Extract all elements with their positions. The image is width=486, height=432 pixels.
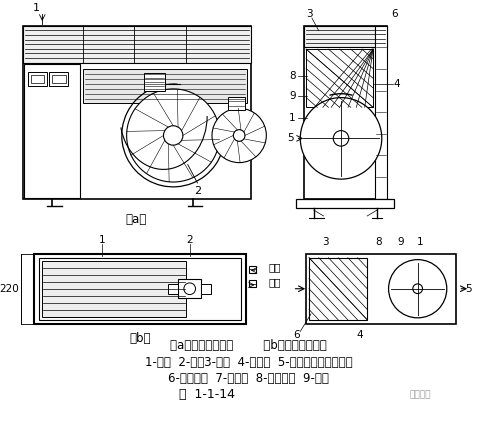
Text: （a）立式风机盘管        （b）卧式风机盘管: （a）立式风机盘管 （b）卧式风机盘管 [171, 340, 327, 353]
Text: 4: 4 [393, 79, 399, 89]
Text: 进水: 进水 [269, 277, 281, 287]
Circle shape [163, 126, 183, 145]
Text: （a）: （a） [126, 213, 147, 226]
Bar [306, 254, 456, 324]
Bar [306, 49, 373, 107]
Bar [249, 280, 256, 287]
Text: 出水: 出水 [269, 262, 281, 273]
Text: 1: 1 [289, 113, 296, 123]
Circle shape [333, 130, 349, 146]
Bar [249, 267, 256, 273]
Text: 6: 6 [391, 9, 398, 19]
Bar [23, 26, 251, 63]
Bar [201, 284, 211, 294]
Bar [375, 26, 387, 199]
Text: 220: 220 [0, 284, 19, 294]
Text: 5: 5 [287, 133, 294, 143]
Bar [144, 73, 165, 91]
Text: 4: 4 [356, 330, 363, 340]
Bar [83, 70, 247, 103]
Text: 9: 9 [398, 237, 404, 247]
Circle shape [212, 108, 266, 162]
Circle shape [413, 284, 422, 294]
Bar [49, 73, 69, 86]
Circle shape [300, 98, 382, 179]
Text: 6-出风格栅  7-控制器  8-吸声材料  9-箱体: 6-出风格栅 7-控制器 8-吸声材料 9-箱体 [169, 372, 330, 385]
Bar [23, 26, 251, 199]
Text: 图  1-1-14: 图 1-1-14 [179, 388, 235, 401]
Text: 3: 3 [306, 9, 312, 19]
Bar [24, 64, 80, 197]
Bar [178, 279, 201, 299]
Text: 1: 1 [99, 235, 105, 245]
Text: 2: 2 [194, 186, 201, 196]
Text: 1: 1 [417, 237, 424, 247]
Text: 1-风机  2-电动3-盘管  4-凝水管  5-循环风进口及过滤器: 1-风机 2-电动3-盘管 4-凝水管 5-循环风进口及过滤器 [145, 356, 353, 369]
Bar [296, 199, 395, 208]
Circle shape [184, 283, 195, 295]
Bar [227, 97, 245, 110]
Bar [304, 26, 387, 199]
Text: 8: 8 [289, 71, 296, 81]
Text: （b）: （b） [129, 332, 151, 345]
Text: 暖通南社: 暖通南社 [410, 390, 432, 399]
Text: 6: 6 [293, 330, 300, 340]
Circle shape [389, 260, 447, 318]
Bar [304, 26, 387, 47]
Text: 2: 2 [186, 235, 193, 245]
Bar [39, 258, 241, 320]
Bar [52, 75, 66, 83]
Bar [35, 254, 246, 324]
Bar [309, 258, 367, 320]
Bar [42, 260, 186, 317]
Text: 3: 3 [322, 237, 329, 247]
Text: 1: 1 [33, 3, 40, 13]
Text: 8: 8 [376, 237, 382, 247]
Circle shape [233, 130, 245, 141]
Bar [28, 73, 47, 86]
Bar [168, 284, 178, 294]
Text: 9: 9 [289, 91, 296, 101]
Circle shape [127, 89, 220, 182]
Bar [31, 75, 44, 83]
Text: 5: 5 [465, 284, 471, 294]
